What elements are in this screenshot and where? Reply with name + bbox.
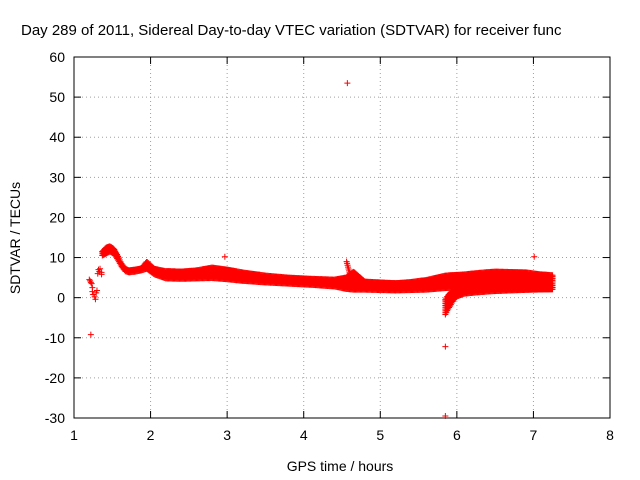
x-tick-label: 3 [223,427,231,443]
data-points [86,80,556,419]
data-point [88,280,95,287]
y-tick-label: 20 [49,209,65,225]
y-tick-label: 50 [49,89,65,105]
x-tick-label: 1 [70,427,78,443]
data-point [344,80,351,87]
y-tick-label: 10 [49,250,65,266]
data-point [442,412,449,419]
y-tick-label: 40 [49,129,65,145]
data-point [87,331,94,338]
x-tick-label: 7 [530,427,538,443]
y-tick-label: 0 [57,290,65,306]
data-point [97,265,104,272]
y-tick-label: -20 [45,370,65,386]
y-tick-label: 30 [49,169,65,185]
y-tick-label: -10 [45,330,65,346]
plot-frame [73,56,611,419]
x-axis-ticks: 1 2 3 4 5 6 7 8 [70,57,614,443]
data-point [549,272,556,279]
data-point [98,271,105,278]
x-axis-label: GPS time / hours [287,458,394,474]
data-point [442,343,449,350]
y-tick-label: -30 [45,410,65,426]
data-point [87,279,94,286]
x-tick-label: 8 [606,427,614,443]
data-point [89,288,96,295]
data-point [221,253,228,260]
x-tick-label: 2 [147,427,155,443]
data-point [548,277,555,284]
data-point [93,287,100,294]
y-tick-label: 60 [49,49,65,65]
y-axis-label: SDTVAR / TECUs [7,182,23,294]
chart-title: Day 289 of 2011, Sidereal Day-to-day VTE… [21,22,562,39]
data-point [350,284,357,291]
x-tick-label: 4 [300,427,308,443]
data-point [531,253,538,260]
grid-lines [74,57,610,418]
data-point [92,296,99,303]
x-tick-label: 6 [453,427,461,443]
y-axis-ticks: -30 -20 -10 0 10 20 30 40 50 60 [45,49,610,426]
x-tick-label: 5 [376,427,384,443]
